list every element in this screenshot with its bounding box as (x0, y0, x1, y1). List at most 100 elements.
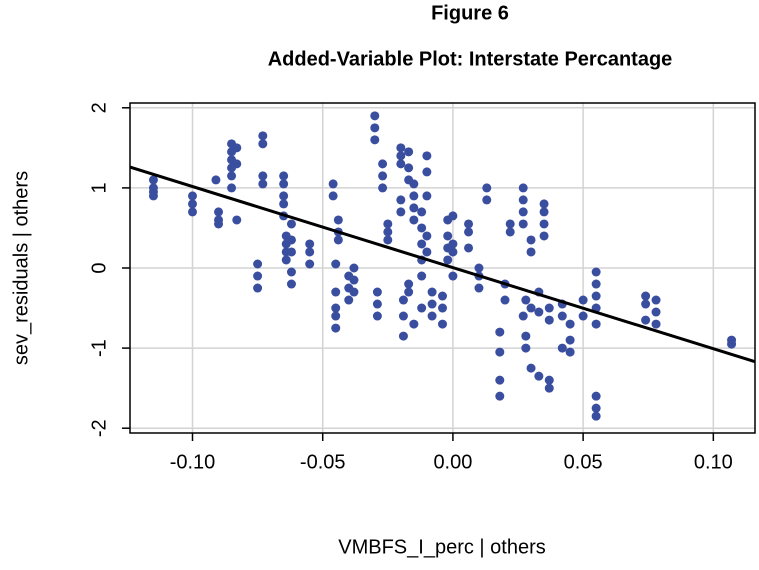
point (448, 247, 458, 257)
point (331, 303, 341, 313)
point (474, 283, 484, 293)
point (258, 179, 268, 189)
point (372, 299, 382, 309)
point (505, 227, 515, 237)
point (427, 287, 437, 297)
point (258, 171, 268, 181)
point (211, 175, 221, 185)
point (148, 191, 158, 201)
point (641, 315, 651, 325)
point (526, 303, 536, 313)
point (422, 191, 432, 201)
y-tick-label: -2 (88, 419, 110, 437)
point (214, 207, 224, 217)
point (349, 287, 359, 297)
point (398, 295, 408, 305)
point (148, 175, 158, 185)
point (396, 195, 406, 205)
point (526, 363, 536, 373)
point (328, 179, 338, 189)
point (279, 171, 289, 181)
x-tick-label: 0.05 (564, 451, 603, 473)
point (591, 403, 601, 413)
point (500, 295, 510, 305)
point (333, 235, 343, 245)
point (383, 235, 393, 245)
point (378, 183, 388, 193)
point (328, 191, 338, 201)
point (651, 319, 661, 329)
point (448, 211, 458, 221)
point (521, 331, 531, 341)
point (409, 203, 419, 213)
point (495, 327, 505, 337)
point (482, 183, 492, 193)
point (448, 239, 458, 249)
point (591, 319, 601, 329)
point (422, 247, 432, 257)
point (417, 239, 427, 249)
point (651, 307, 661, 317)
point (227, 183, 237, 193)
point (378, 171, 388, 181)
point (404, 163, 414, 173)
point (383, 219, 393, 229)
point (286, 247, 296, 257)
point (565, 335, 575, 345)
point (438, 319, 447, 329)
x-tick-label: -0.05 (300, 451, 346, 473)
point (372, 311, 382, 321)
point (464, 219, 474, 229)
point (349, 275, 359, 285)
y-tick-label: 0 (88, 262, 110, 273)
point (188, 191, 197, 201)
point (279, 179, 289, 189)
point (409, 191, 419, 201)
point (438, 291, 447, 301)
point (422, 151, 432, 161)
point (521, 295, 531, 305)
point (214, 219, 224, 229)
y-tick-label: -1 (88, 339, 110, 357)
point (427, 299, 437, 309)
point (495, 375, 505, 385)
point (518, 183, 528, 193)
point (344, 295, 354, 305)
point (232, 215, 242, 225)
point (557, 311, 567, 321)
point (591, 279, 601, 289)
point (464, 243, 474, 253)
point (591, 267, 601, 277)
point (526, 235, 536, 245)
point (448, 271, 458, 281)
point (565, 347, 575, 357)
point (286, 235, 296, 245)
point (443, 231, 453, 241)
point (641, 291, 651, 301)
point (427, 311, 437, 321)
point (305, 247, 315, 257)
point (331, 311, 341, 321)
point (526, 247, 536, 257)
point (398, 331, 408, 341)
point (286, 279, 296, 289)
point (417, 271, 427, 281)
point (464, 227, 474, 237)
point (281, 255, 291, 265)
point (591, 411, 601, 421)
point (565, 319, 575, 329)
point (539, 207, 549, 217)
point (409, 215, 419, 225)
x-tick-label: 0.10 (694, 451, 733, 473)
x-tick-label: 0.00 (433, 451, 472, 473)
point (378, 159, 388, 169)
point (253, 283, 263, 293)
point (305, 259, 315, 269)
point (505, 219, 515, 229)
fit-line (129, 165, 756, 364)
point (279, 191, 289, 201)
point (417, 223, 427, 233)
point (396, 207, 406, 217)
y-axis-label: sev_residuals | others (10, 171, 32, 365)
point (474, 263, 484, 273)
